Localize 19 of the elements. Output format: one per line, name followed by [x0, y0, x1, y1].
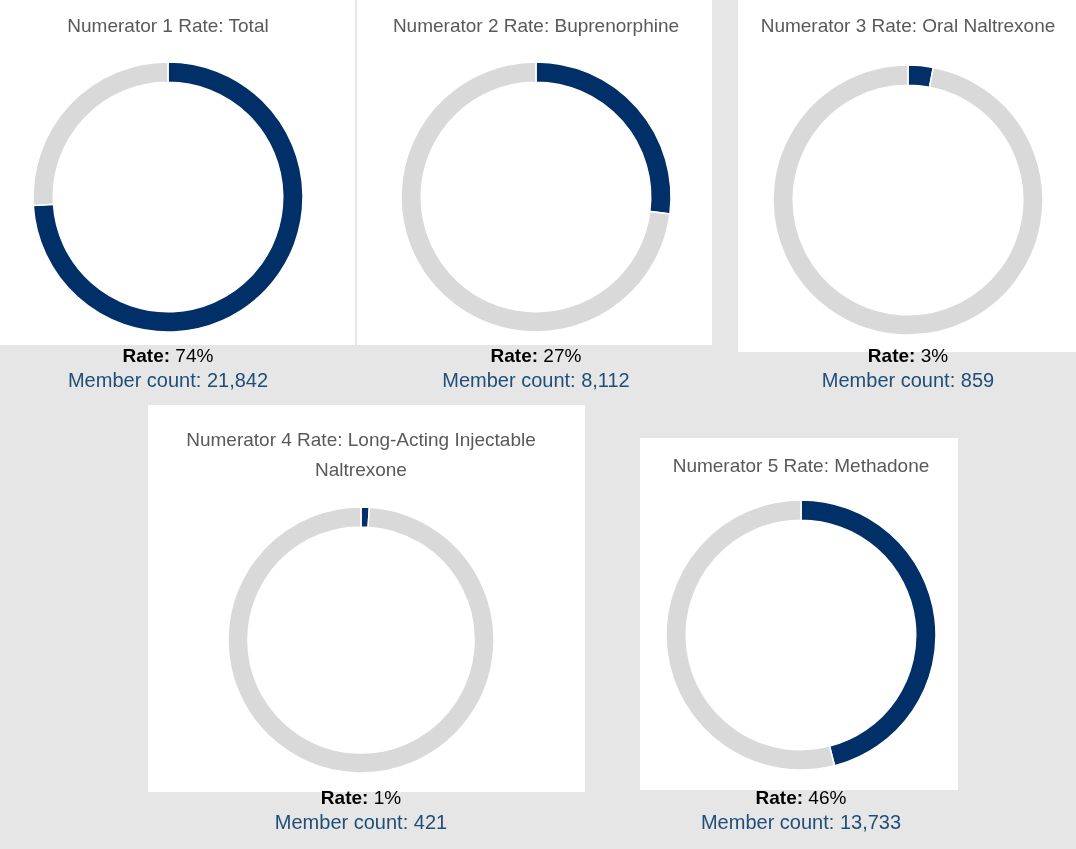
donut-slice: [227, 506, 495, 774]
chart-title: Numerator 2 Rate: Buprenorphine: [392, 15, 680, 36]
text: Rate: 46%: [755, 787, 847, 808]
text: Member count: 21,842: [67, 369, 269, 391]
text: Member count: 421: [274, 811, 448, 833]
chart-title: Numerator 4 Rate: Long-Acting Injectable Naltrexone: [186, 429, 536, 480]
text: Member count: 859: [821, 369, 995, 391]
text: Member count: 13,733: [700, 811, 902, 833]
text: Rate: 27%: [490, 345, 582, 366]
donut-slice: [400, 61, 671, 333]
chart-title: Numerator 5 Rate: Methadone: [672, 455, 930, 476]
text: Rate: 74%: [122, 345, 214, 366]
text: Rate: 1%: [320, 787, 402, 808]
text: Rate: 3%: [867, 345, 949, 366]
text: Member count: 8,112: [442, 369, 630, 391]
chart-title: Numerator 3 Rate: Oral Naltrexone: [760, 15, 1056, 36]
chart-title: Numerator 1 Rate: Total: [67, 15, 269, 36]
donut-slice: [32, 61, 304, 333]
donut-slice: [772, 64, 1044, 336]
